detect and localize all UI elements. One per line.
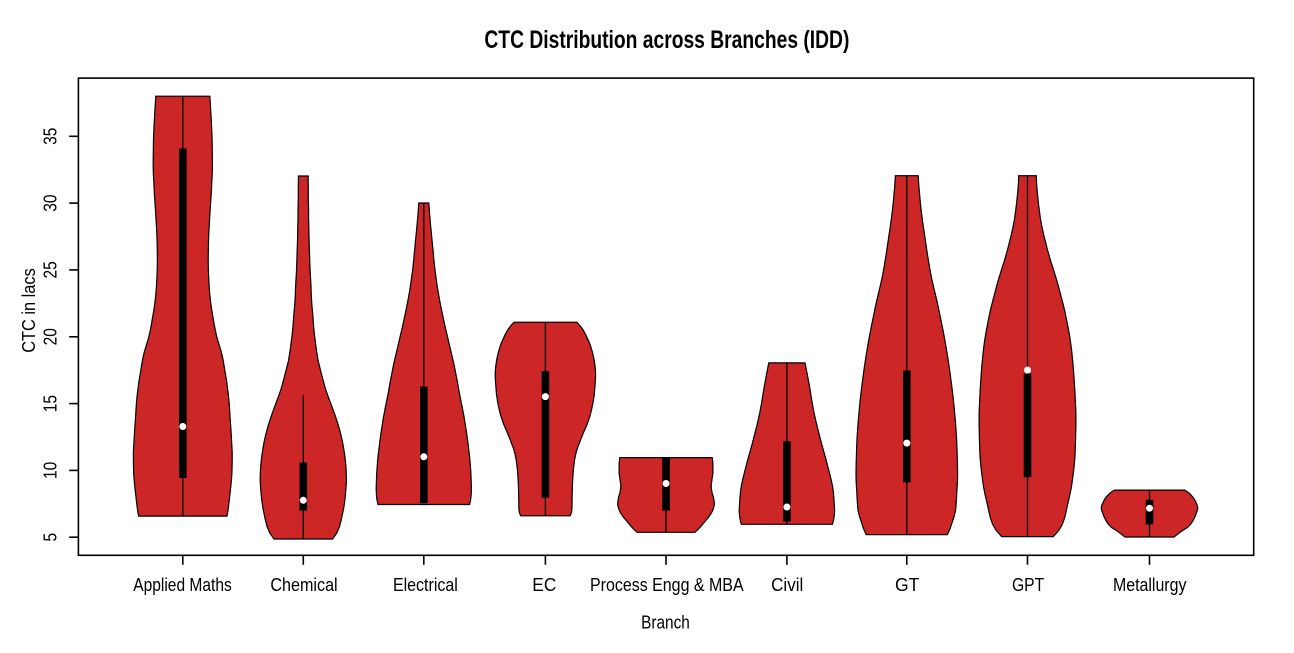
svg-text:Metallurgy: Metallurgy xyxy=(1113,575,1187,595)
svg-text:10: 10 xyxy=(41,462,61,479)
svg-text:CTC Distribution across Branch: CTC Distribution across Branches (IDD) xyxy=(484,26,849,54)
svg-text:GT: GT xyxy=(895,575,919,595)
svg-text:35: 35 xyxy=(41,128,61,145)
svg-text:EC: EC xyxy=(532,575,556,595)
svg-text:Civil: Civil xyxy=(771,575,803,595)
svg-text:Chemical: Chemical xyxy=(270,575,337,595)
svg-text:CTC in lacs: CTC in lacs xyxy=(19,268,39,353)
svg-text:GPT: GPT xyxy=(1012,575,1044,595)
svg-text:Electrical: Electrical xyxy=(393,575,458,595)
svg-text:Applied Maths: Applied Maths xyxy=(133,575,232,595)
svg-text:15: 15 xyxy=(41,395,61,412)
svg-text:5: 5 xyxy=(41,533,61,542)
svg-text:20: 20 xyxy=(41,328,61,345)
svg-text:Process Engg & MBA: Process Engg & MBA xyxy=(590,575,744,595)
svg-text:Branch: Branch xyxy=(641,613,690,633)
svg-text:30: 30 xyxy=(41,195,61,212)
svg-text:25: 25 xyxy=(41,261,61,278)
